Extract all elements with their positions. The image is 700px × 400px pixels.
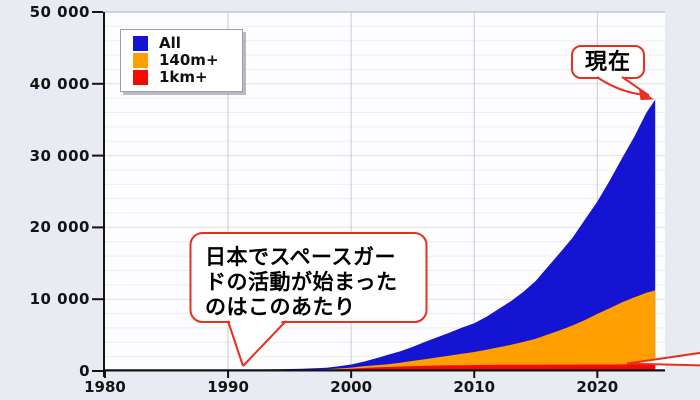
annotation-now-tail-fill bbox=[597, 76, 649, 96]
y-axis-tick-label: 50 000 bbox=[29, 3, 90, 21]
legend-label-all: All bbox=[159, 34, 181, 52]
legend-swatch-1km bbox=[133, 70, 148, 85]
legend-item-140m: 140m+ bbox=[133, 52, 242, 69]
x-axis-tick-label: 1980 bbox=[84, 378, 126, 396]
legend-label-140m: 140m+ bbox=[159, 51, 219, 69]
area-series-140m+ bbox=[105, 290, 656, 371]
x-axis-tick-label: 2000 bbox=[330, 378, 373, 396]
y-axis-tick-label: 40 000 bbox=[29, 74, 90, 93]
legend-item-all: All bbox=[133, 35, 242, 52]
annotation-spaceguard-line3: のはこのあたり bbox=[205, 295, 356, 319]
legend-swatch-all bbox=[133, 36, 148, 51]
annotation-spaceguard-line1: 日本でスペースガー bbox=[205, 245, 396, 269]
gridlines-group bbox=[104, 11, 665, 371]
y-axis-tick-label: 10 000 bbox=[29, 290, 90, 309]
x-axis-tick-label: 1990 bbox=[207, 378, 249, 396]
annotation-spaceguard-line2: ドの活動が始まった bbox=[205, 270, 398, 294]
annotation-now-tail-edge bbox=[621, 76, 650, 97]
annotation-spaceguard-tail-edge bbox=[242, 320, 287, 367]
y-axis-tick-label: 20 000 bbox=[29, 218, 90, 237]
annotation-spaceguard-tail-fill bbox=[229, 318, 285, 366]
annotation-now-arrowhead bbox=[639, 88, 654, 100]
area-series-all bbox=[105, 99, 656, 371]
y-axis-tick-label: 0 bbox=[79, 362, 90, 380]
legend-item-1km: 1km+ bbox=[133, 69, 242, 86]
x-axis-tick-label: 2010 bbox=[453, 378, 496, 396]
annotation-spaceguard-tail-edge bbox=[227, 320, 244, 367]
legend-swatch-140m bbox=[133, 53, 148, 68]
annotation-edge-pointer bbox=[626, 351, 700, 367]
annotation-spaceguard-text: 日本でスペースガー ドの活動が始まった のはこのあたり bbox=[205, 245, 420, 320]
axes-group bbox=[92, 11, 665, 378]
x-axis-tick-label: 2020 bbox=[576, 378, 619, 396]
annotation-spaceguard-bubble bbox=[189, 232, 428, 323]
annotation-bubbles-group bbox=[189, 45, 700, 367]
y-axis-tick-label: 30 000 bbox=[29, 146, 90, 165]
annotation-now-text: 現在 bbox=[584, 50, 631, 75]
chart-legend: All 140m+ 1km+ bbox=[120, 29, 243, 92]
legend-label-1km: 1km+ bbox=[159, 68, 208, 86]
